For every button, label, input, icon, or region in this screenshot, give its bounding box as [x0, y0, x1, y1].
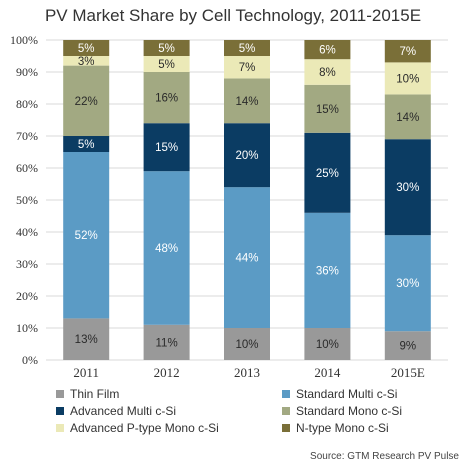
bar-segment: [143, 72, 190, 124]
legend-swatch: [282, 390, 290, 398]
y-tick-label: 80%: [16, 97, 38, 111]
y-tick-label: 60%: [16, 161, 38, 175]
bar-segment: [224, 123, 270, 188]
y-tick-label: 10%: [16, 321, 38, 335]
bar-segment: [143, 324, 190, 360]
bar-segment: [224, 40, 270, 56]
segment-value-label: 7%: [399, 46, 416, 58]
legend-label: Standard Mono c-Si: [296, 404, 402, 418]
bar-segment: [384, 331, 431, 360]
segment-value-label: 20%: [235, 150, 258, 162]
x-tick-label: 2012: [154, 365, 180, 380]
segment-value-label: 7%: [239, 62, 256, 74]
source-note: Source: GTM Research PV Pulse: [310, 451, 459, 462]
bar-segment: [63, 40, 110, 56]
y-tick-label: 100%: [10, 33, 38, 47]
legend-swatch: [56, 424, 64, 432]
bar-segment: [63, 56, 110, 66]
y-tick-label: 20%: [16, 289, 38, 303]
x-tick-label: 2011: [73, 365, 99, 380]
y-axis-tick-labels: 0% 10% 20% 30% 40% 50% 60% 70% 80% 90% 100%: [10, 33, 38, 367]
bar-segment: [63, 152, 110, 319]
segment-value-label: 30%: [396, 278, 419, 290]
legend-swatch: [56, 407, 64, 415]
x-tick-label: 2013: [234, 365, 260, 380]
bar-segment: [63, 65, 110, 136]
bar-segment: [304, 212, 351, 328]
legend-swatch: [56, 390, 64, 398]
bar-segment: [143, 56, 190, 72]
segment-value-label: 15%: [155, 142, 178, 154]
bar-segment: [63, 318, 110, 360]
bar-segment: [384, 94, 431, 140]
x-tick-label: 2015E: [391, 365, 425, 380]
segment-value-label: 14%: [235, 96, 258, 108]
segment-value-label: 30%: [396, 182, 419, 194]
segment-value-label: 14%: [396, 112, 419, 124]
segment-value-label: 10%: [235, 339, 258, 351]
segment-value-label: 5%: [158, 43, 175, 55]
segment-value-label: 48%: [155, 243, 178, 255]
bar-segment: [304, 59, 351, 85]
segment-value-label: 5%: [158, 59, 175, 71]
segment-value-label: 3%: [78, 56, 95, 68]
segment-value-label: 11%: [156, 337, 178, 349]
bar-segment: [304, 328, 351, 360]
legend-swatch: [282, 424, 290, 432]
y-tick-label: 30%: [16, 257, 38, 271]
bar-segment: [143, 40, 190, 56]
segment-value-label: 5%: [239, 43, 256, 55]
segment-value-label: 16%: [155, 93, 178, 105]
bar-segment: [224, 56, 270, 79]
bar-segment: [304, 132, 351, 213]
legend-label: Thin Film: [70, 387, 119, 401]
legend-swatch: [282, 407, 290, 415]
segment-labels: 13%52%5%22%3%5%11%48%15%16%5%5%10%44%20%…: [75, 43, 420, 353]
bar-segment: [384, 62, 431, 95]
bar-segment: [304, 40, 351, 60]
y-tick-label: 0%: [22, 353, 38, 367]
bars: [63, 40, 431, 360]
segment-value-label: 13%: [75, 334, 98, 346]
legend-label: Advanced Multi c-Si: [70, 404, 176, 418]
segment-value-label: 5%: [78, 43, 95, 55]
segment-value-label: 52%: [75, 230, 98, 242]
x-axis-tick-labels: 2011 2012 2013 2014 2015E: [73, 365, 424, 380]
legend-label: Advanced P-type Mono c-Si: [70, 421, 219, 435]
segment-value-label: 36%: [316, 265, 339, 277]
bar-segment: [224, 328, 270, 360]
bar-segment: [224, 187, 270, 328]
segment-value-label: 22%: [75, 96, 98, 108]
segment-value-label: 10%: [396, 73, 419, 85]
legend: Thin Film Standard Multi c-Si Advanced Mul…: [56, 387, 402, 435]
y-tick-label: 40%: [16, 225, 38, 239]
legend-label: N-type Mono c-Si: [296, 421, 389, 435]
segment-value-label: 10%: [316, 339, 339, 351]
bar-segment: [63, 136, 110, 152]
segment-value-label: 9%: [399, 341, 416, 353]
bar-segment: [384, 40, 431, 63]
segment-value-label: 6%: [319, 45, 336, 57]
x-tick-label: 2014: [314, 365, 341, 380]
bar-segment: [384, 235, 431, 332]
bar-segment: [224, 78, 270, 124]
bar-segment: [304, 84, 351, 133]
bar-segment: [143, 123, 190, 172]
segment-value-label: 8%: [319, 67, 336, 79]
chart-title: PV Market Share by Cell Technology, 2011…: [45, 6, 421, 25]
y-tick-label: 90%: [16, 65, 38, 79]
y-tick-label: 50%: [16, 193, 38, 207]
bar-segment: [143, 171, 190, 325]
y-tick-label: 70%: [16, 129, 38, 143]
segment-value-label: 15%: [316, 104, 339, 116]
segment-value-label: 25%: [316, 168, 339, 180]
segment-value-label: 5%: [78, 139, 95, 151]
bar-segment: [384, 139, 431, 236]
segment-value-label: 44%: [235, 253, 258, 265]
legend-label: Standard Multi c-Si: [296, 387, 397, 401]
